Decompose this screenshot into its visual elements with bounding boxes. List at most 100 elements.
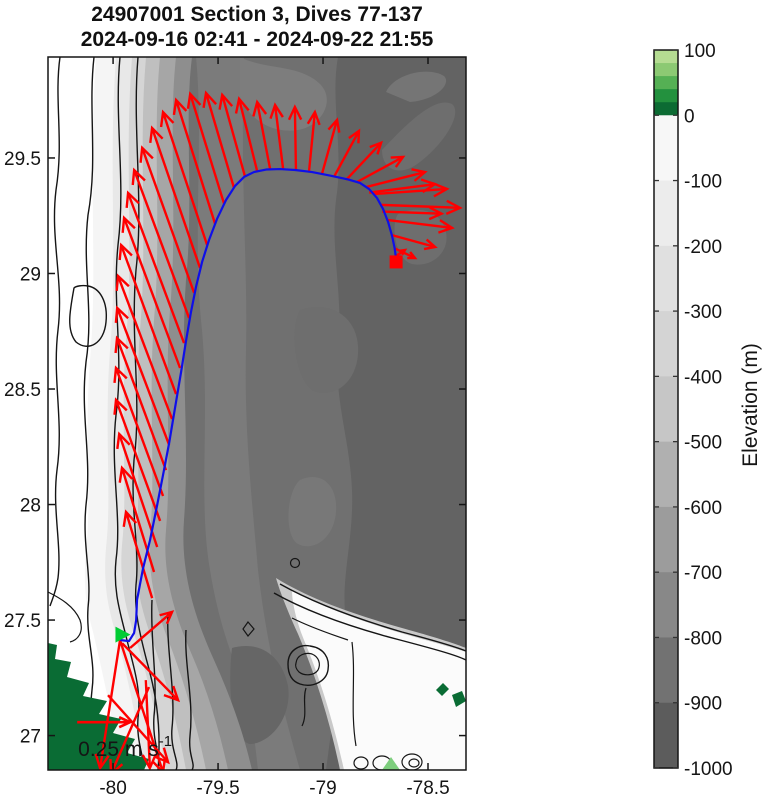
axis-labels: -80 -79.5 -79 -78.5 27 27.5 28 28.5 29 29.5 bbox=[4, 149, 450, 799]
bathymetry-layer: 0.25 m s-1 bbox=[48, 57, 466, 770]
velocity-vector bbox=[113, 397, 162, 522]
contour-line bbox=[83, 57, 97, 770]
colorbar-band bbox=[654, 63, 678, 77]
vector-head bbox=[115, 273, 130, 291]
colorbar: 100 0 -100 -200 -300 -400 -500 -600 -700 -800 -900… bbox=[653, 41, 762, 780]
seafloor-patch bbox=[288, 476, 337, 547]
colorbar-tick-label: -100 bbox=[684, 172, 722, 193]
velocity-vector bbox=[114, 335, 168, 471]
vector-head bbox=[306, 109, 321, 126]
velocity-vector bbox=[386, 218, 455, 234]
velocity-vector bbox=[118, 465, 156, 573]
colorbar-tick-label: -600 bbox=[684, 498, 722, 519]
velocity-vector bbox=[356, 155, 406, 184]
bank-shallow bbox=[292, 590, 466, 770]
colorbar-tick-label: -200 bbox=[684, 237, 722, 258]
vector-head bbox=[159, 610, 175, 625]
seafloor-patch bbox=[382, 102, 456, 171]
vector-head bbox=[287, 104, 303, 121]
velocity-vector bbox=[159, 109, 209, 246]
vector-head bbox=[139, 145, 154, 163]
vector-head bbox=[172, 97, 188, 116]
bank-contours bbox=[242, 557, 466, 770]
vector-head bbox=[428, 206, 445, 221]
colorbar-tick-label: -1000 bbox=[684, 759, 733, 780]
island bbox=[452, 691, 466, 707]
velocity-vector bbox=[115, 273, 174, 420]
seafloor-patch bbox=[386, 71, 447, 102]
colorbar-tick-label: -300 bbox=[684, 302, 722, 323]
bank-inner-contour bbox=[291, 617, 349, 641]
velocity-vector bbox=[149, 125, 202, 269]
velocity-vector bbox=[114, 305, 171, 446]
vector-shaft bbox=[133, 169, 191, 319]
colorbar-band bbox=[654, 245, 678, 312]
seafloor-patch bbox=[294, 307, 359, 393]
velocity-vector bbox=[332, 128, 361, 178]
vector-head bbox=[327, 117, 341, 133]
axis-ticks bbox=[48, 57, 466, 770]
colorbar-band bbox=[654, 311, 678, 377]
colorbar-tick-label: 0 bbox=[684, 106, 695, 127]
velocity-vector bbox=[121, 642, 181, 703]
velocity-vector bbox=[369, 178, 438, 194]
vector-shaft bbox=[174, 99, 217, 225]
vector-shaft bbox=[332, 130, 361, 178]
vector-shaft bbox=[122, 217, 182, 369]
velocity-vector bbox=[131, 167, 191, 319]
track-markers bbox=[115, 255, 403, 643]
vector-head bbox=[153, 747, 170, 765]
colorbar-bands bbox=[654, 50, 678, 769]
vector-head bbox=[445, 199, 463, 215]
velocity-vector bbox=[320, 117, 341, 175]
vector-shaft bbox=[116, 307, 171, 446]
y-tick-label: 28 bbox=[20, 496, 41, 517]
vector-shaft bbox=[365, 170, 426, 189]
vector-shaft bbox=[150, 127, 202, 269]
velocity-vectors bbox=[94, 90, 463, 770]
vector-shaft bbox=[141, 147, 196, 294]
bank-outline bbox=[279, 583, 466, 652]
vector-shaft bbox=[129, 611, 173, 649]
velocity-vector bbox=[107, 694, 170, 765]
vector-head bbox=[390, 155, 406, 168]
velocity-vector bbox=[94, 639, 122, 770]
bank-hole-inner bbox=[295, 652, 320, 676]
shoal-ring bbox=[353, 756, 369, 770]
vector-shaft bbox=[126, 192, 186, 344]
contour-line bbox=[48, 591, 82, 643]
velocity-vector bbox=[186, 91, 226, 205]
y-tick-label: 29 bbox=[20, 264, 41, 285]
vector-head bbox=[113, 397, 128, 415]
vector-shaft bbox=[256, 101, 272, 170]
vector-head bbox=[407, 251, 418, 260]
velocity-vector bbox=[395, 248, 408, 257]
colorbar-axis-label: Elevation (m) bbox=[739, 343, 762, 467]
vector-head bbox=[114, 335, 129, 354]
vector-head bbox=[125, 190, 140, 208]
vector-head bbox=[348, 128, 361, 144]
colorbar-tick-label: -400 bbox=[684, 367, 722, 388]
velocity-vector bbox=[373, 182, 450, 198]
velocity-vector bbox=[382, 206, 445, 221]
scale-arrow bbox=[77, 715, 134, 729]
vector-shaft bbox=[237, 98, 259, 172]
vector-shaft bbox=[124, 511, 154, 599]
vector-head bbox=[109, 758, 124, 770]
vector-head bbox=[369, 140, 383, 155]
vector-shaft bbox=[107, 694, 169, 763]
y-tick-label: 29.5 bbox=[4, 149, 41, 170]
velocity-vector bbox=[172, 97, 217, 225]
colorbar-band bbox=[654, 572, 678, 639]
vector-shaft bbox=[382, 210, 442, 215]
vector-head bbox=[438, 219, 455, 234]
vector-head bbox=[252, 99, 268, 117]
vector-head bbox=[399, 248, 408, 256]
velocity-vector bbox=[365, 168, 428, 189]
vector-head bbox=[141, 753, 157, 770]
velocity-vector bbox=[380, 199, 463, 215]
contour-line bbox=[49, 57, 61, 607]
x-tick-label: -78.5 bbox=[406, 778, 449, 799]
velocity-scale: 0.25 m s-1 bbox=[77, 715, 172, 761]
